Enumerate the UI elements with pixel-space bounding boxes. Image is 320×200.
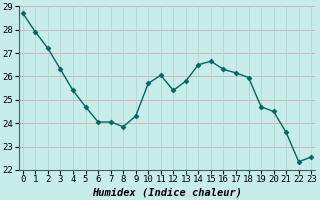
X-axis label: Humidex (Indice chaleur): Humidex (Indice chaleur) — [92, 187, 242, 197]
